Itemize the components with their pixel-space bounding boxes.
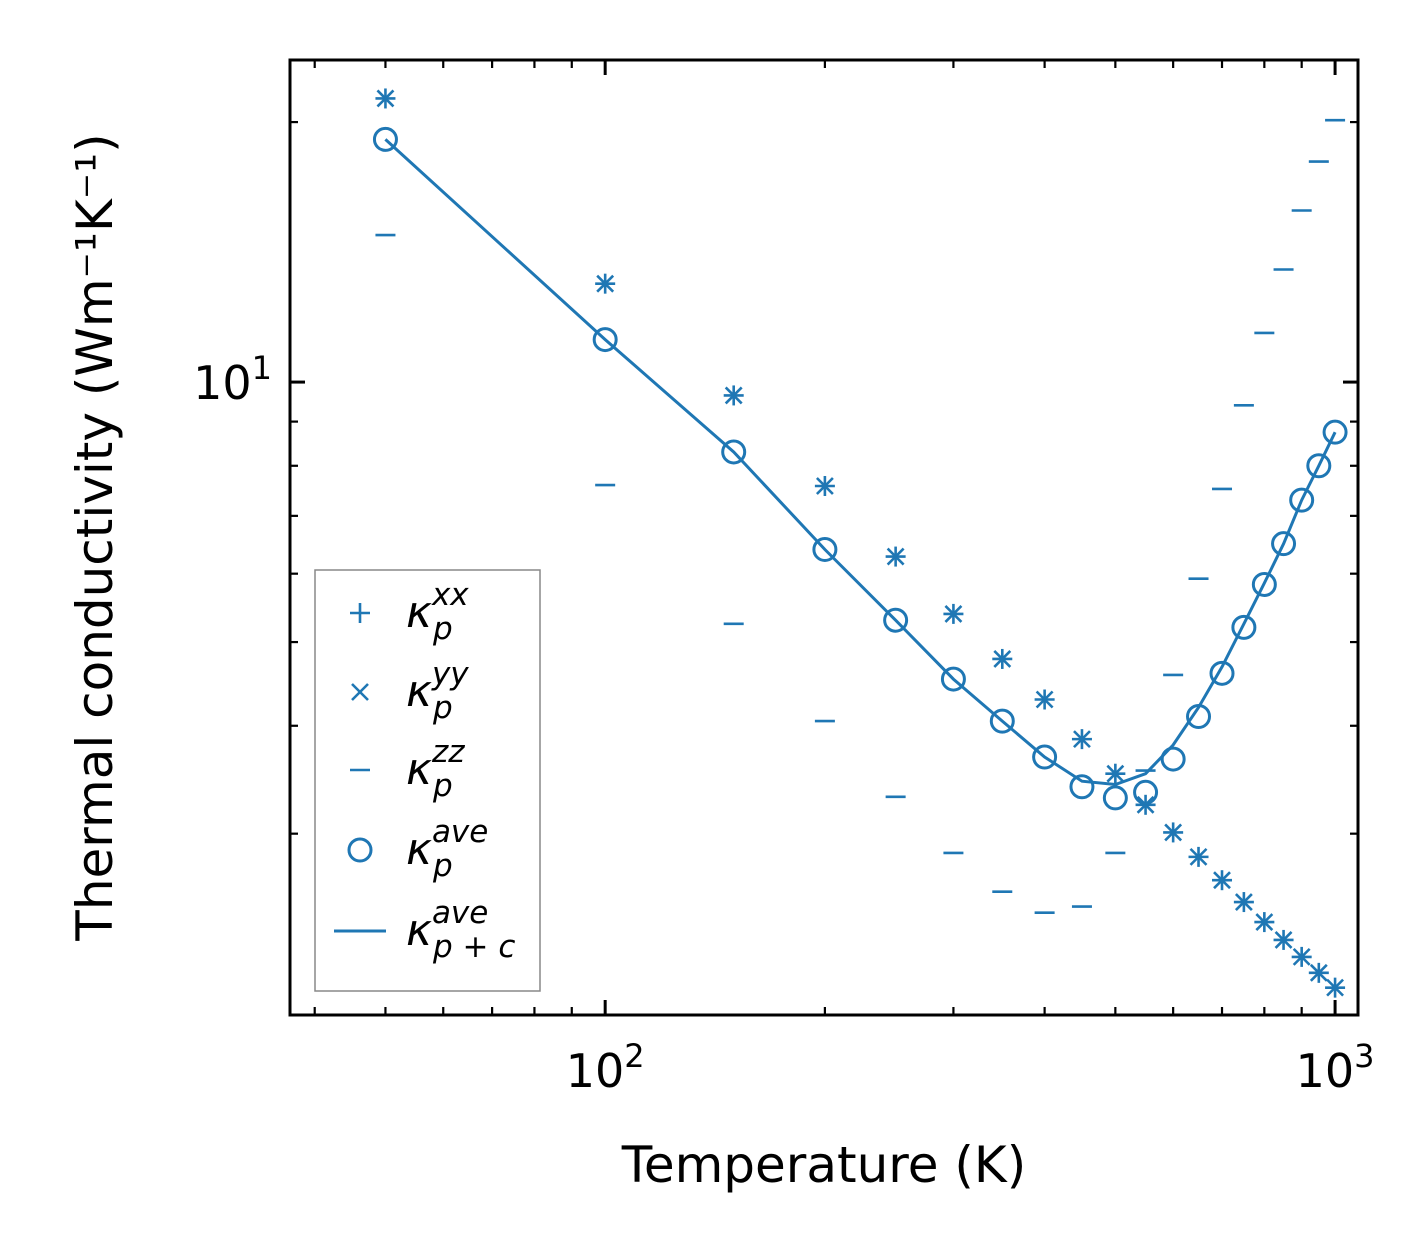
data-point	[592, 327, 618, 353]
legend-marker-swatch	[351, 683, 369, 701]
data-point	[1106, 764, 1125, 783]
data-point	[1209, 660, 1235, 686]
data-point	[989, 708, 1015, 734]
labels-layer: Temperature (K) Thermal conductivity (Wm…	[66, 133, 1026, 1194]
legend-label: κave p	[406, 814, 488, 884]
data-point	[944, 604, 963, 623]
data-point	[1213, 871, 1231, 890]
data-point	[1322, 419, 1348, 445]
series-_-2	[375, 118, 1346, 915]
data-point	[1255, 913, 1274, 932]
data-point	[376, 89, 395, 108]
legend-label: κxx p	[406, 577, 469, 647]
data-point	[721, 439, 747, 465]
legend-marker-swatch	[350, 603, 370, 623]
data-point	[1234, 893, 1253, 911]
legend-item-3: κave p	[347, 814, 488, 884]
legend-label: κzz p	[406, 734, 465, 804]
legend-item-2: κzz p	[350, 734, 465, 804]
data-point	[1251, 571, 1277, 597]
series-line	[384, 138, 1337, 787]
legend-marker-swatch	[347, 837, 373, 863]
legend-item-1: κyy p	[351, 656, 469, 726]
plot-frame	[288, 58, 1360, 1017]
x-tick-label: 102	[566, 1037, 645, 1098]
legend-label: κave p + c	[406, 895, 515, 965]
legend-item-4: κave p + c	[334, 895, 515, 965]
data-point	[372, 126, 398, 152]
data-point	[1035, 690, 1054, 709]
series-x-1	[376, 89, 1344, 997]
data-point	[1274, 930, 1293, 949]
data-point	[1292, 947, 1311, 966]
data-point	[812, 536, 838, 562]
data-point	[1306, 453, 1332, 479]
legend-label: κyy p	[406, 656, 469, 726]
x-axis-label: Temperature (K)	[621, 1136, 1026, 1194]
series-layer	[372, 88, 1348, 998]
data-point	[1309, 963, 1328, 982]
data-point	[1069, 774, 1095, 800]
data-point	[1102, 785, 1128, 811]
data-point	[1289, 487, 1315, 513]
data-point	[1073, 730, 1091, 749]
series-o-3	[372, 126, 1348, 811]
data-point	[1326, 978, 1344, 997]
legend-frame	[314, 569, 541, 992]
data-point	[1231, 614, 1257, 640]
data-point	[724, 386, 743, 405]
legend-item-0: κxx p	[350, 577, 469, 647]
data-point	[1136, 795, 1155, 814]
data-point	[1032, 744, 1058, 770]
series-line-4	[384, 138, 1337, 787]
data-point	[1189, 847, 1208, 866]
data-point	[596, 274, 615, 293]
data-point	[815, 477, 834, 495]
data-point	[1133, 779, 1159, 805]
legend: κxx p κyy p κzz p κave p κave p + c	[314, 569, 541, 992]
data-point	[883, 607, 909, 633]
data-point	[940, 666, 966, 692]
data-point	[1160, 746, 1186, 772]
data-point	[993, 650, 1012, 668]
y-tick-label: 101	[193, 349, 272, 410]
y-axis-label: Thermal conductivity (Wm⁻¹K⁻¹)	[66, 133, 124, 941]
data-point	[1164, 823, 1183, 842]
data-point	[1271, 531, 1297, 557]
data-point	[886, 547, 905, 566]
x-tick-label: 103	[1296, 1037, 1375, 1098]
